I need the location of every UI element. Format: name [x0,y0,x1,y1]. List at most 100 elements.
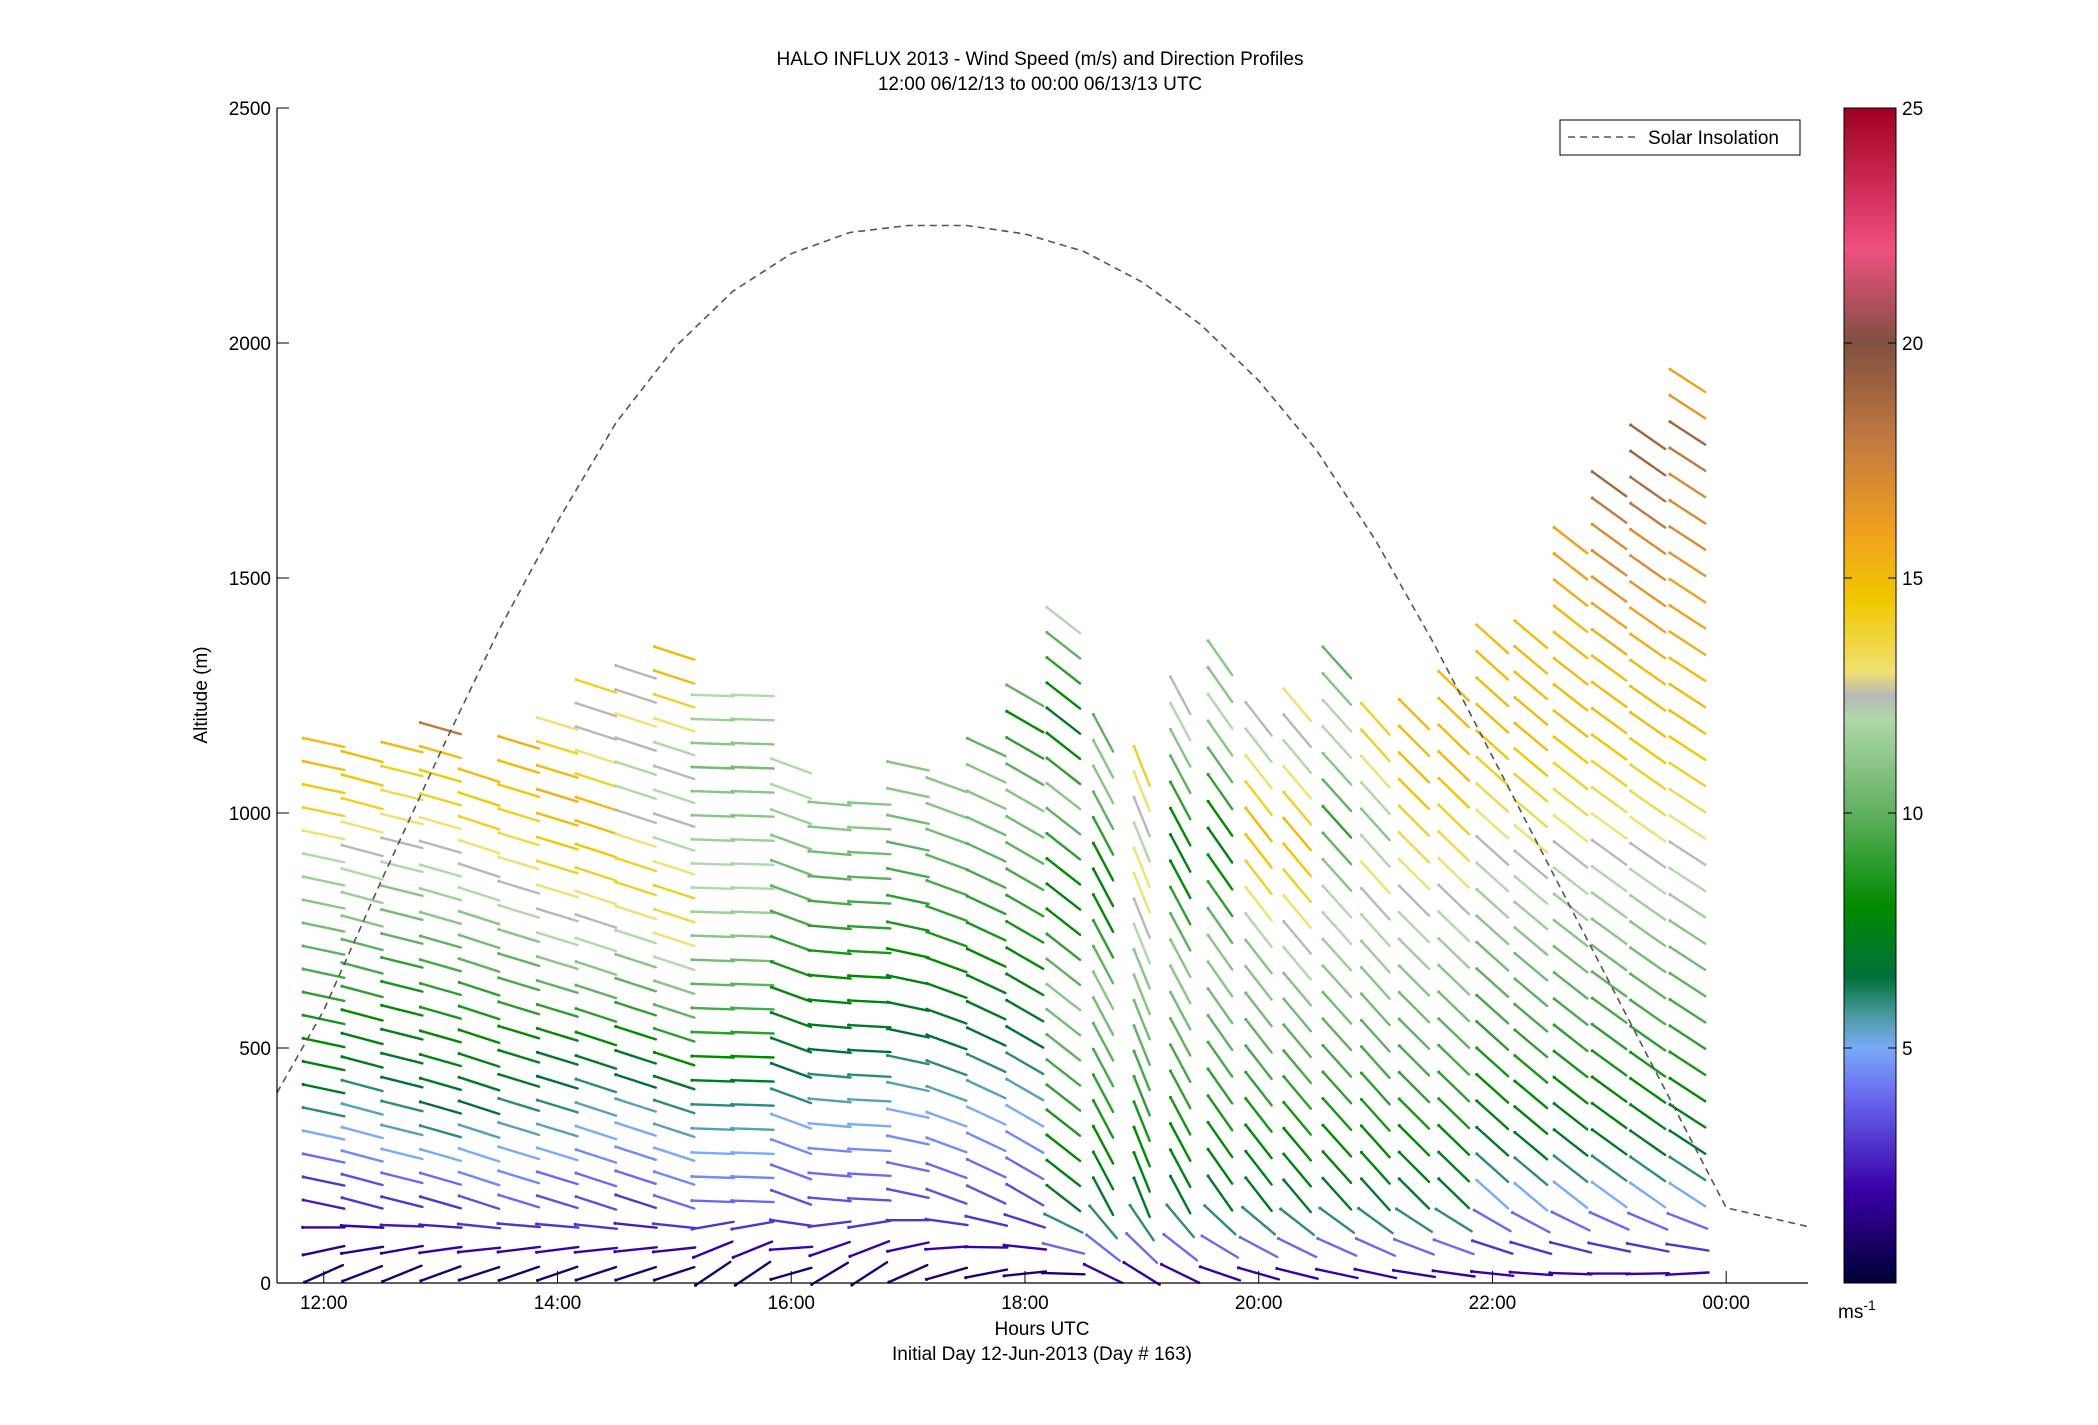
wind-barb [1360,1124,1391,1159]
wind-barb [966,1000,1007,1021]
wind-barb-tip [497,1278,501,1282]
wind-barb [1629,868,1667,895]
wind-barb [653,669,696,685]
wind-barb-tip [730,693,734,697]
wind-barb-tip [652,716,657,720]
wind-barb-tip [925,1033,929,1037]
wind-barb [807,850,852,857]
wind-barb-tip [690,885,694,890]
wind-barb [1552,683,1589,712]
wind-barb [1321,778,1353,813]
wind-barb-tip [965,999,970,1004]
wind-barb [1041,1271,1086,1276]
wind-barb [1552,814,1589,843]
wind-barb [730,886,775,891]
wind-barb-tip [1668,1103,1672,1107]
wind-barb-tip [1590,1049,1594,1053]
wind-barb-tip [1359,886,1364,890]
wind-barb-tip [847,974,851,978]
wind-barb-tip [652,1074,657,1078]
wind-barb [302,1129,346,1141]
wind-barb [1552,1154,1589,1184]
wind-barb [1668,420,1707,446]
wind-barb-tip [1590,575,1594,579]
wind-barb-tip [341,1279,345,1283]
wind-barb-tip [1552,866,1556,870]
wind-barb [497,783,541,799]
wind-barb-tip [1244,885,1248,889]
wind-barb-tip [418,1223,422,1227]
wind-barb [614,1049,657,1065]
wind-barb-tip [807,800,811,804]
wind-barb [458,886,501,902]
x-axis-label: Hours UTC [994,1319,1089,1340]
wind-barb-tip [690,910,694,914]
wind-barb-tip [690,1030,694,1034]
wind-barb-tip [1206,826,1210,830]
wind-barb [1475,782,1510,813]
wind-barb [1591,1049,1628,1077]
wind-barb-tip [1397,1150,1401,1154]
wind-barb-tip [769,1112,774,1116]
wind-barb [536,1003,579,1018]
wind-barb [614,1145,657,1162]
wind-barb [1471,1239,1514,1255]
wind-barb-tip [1513,951,1517,955]
wind-barb-tip [730,982,734,986]
wind-barb-tip [1475,1099,1479,1103]
wind-barb [1199,1265,1242,1282]
wind-barb-tip [1590,680,1594,684]
wind-barb-tip [1005,1130,1009,1134]
wind-barb-tip [1668,498,1672,503]
wind-barb-tip [1475,1125,1479,1129]
wind-barb [1437,937,1471,969]
wind-barb [966,921,1007,942]
wind-barb-tip [807,948,811,952]
wind-barb-tip [1359,1045,1364,1049]
wind-barb [730,838,775,842]
wind-barb [1045,706,1082,735]
wind-barb [1045,907,1082,936]
wind-barb [1005,1130,1045,1154]
wind-barb-tip [1668,735,1672,739]
wind-barb [1092,816,1115,856]
wind-barb [1552,945,1589,974]
wind-barb [925,853,968,871]
wind-barb [419,1005,462,1020]
wind-barb-tip [340,796,344,800]
wind-barb-tip [1668,1050,1672,1054]
wind-barb [1321,1017,1353,1052]
wind-barb [1668,1103,1707,1129]
wind-barb [1552,604,1589,634]
wind-barb-tip [340,1125,344,1129]
wind-barb [769,1218,814,1228]
wind-barb-tip [924,1277,929,1281]
wind-barb-tip [652,883,657,887]
wind-barb-tip [1397,724,1401,728]
wind-barb-tip [1091,1047,1095,1051]
wind-barb [1552,657,1589,686]
wind-barb-tip [1206,639,1210,643]
wind-barb-tip [574,1077,578,1081]
wind-barb [1629,711,1667,738]
wind-barb [1045,1083,1082,1112]
wind-barb-tip [925,1187,929,1191]
wind-barb-tip [1397,857,1401,861]
wind-barb-tip [1590,1101,1594,1105]
y-axis-label: Altitude (m) [191,646,212,743]
wind-barb [1398,911,1431,944]
wind-barb [1398,964,1431,997]
wind-barb [1132,948,1151,990]
wind-barb [1206,826,1234,864]
wind-barb [1206,880,1234,918]
wind-barb-tip [301,1059,305,1063]
wind-barb-tip [1552,761,1556,765]
wind-barb [770,1138,813,1156]
wind-barb-tip [1509,1240,1513,1244]
wind-barb-tip [1590,917,1594,921]
wind-barb [574,725,618,741]
wind-barb-tip [418,1251,422,1255]
wind-barb-tip [1359,1071,1364,1075]
wind-barb [614,784,657,800]
wind-barb-tip [847,899,851,904]
